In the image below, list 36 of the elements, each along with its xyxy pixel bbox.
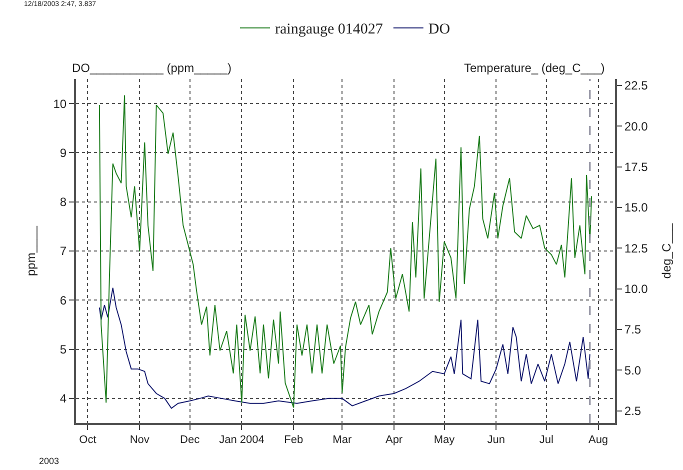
x-tick-label: Mar [332,434,352,446]
y2-tick-label: 10.0 [624,282,648,296]
y2-tick-label: 22.5 [624,78,648,93]
y2-tick-label: 7.5 [624,322,642,337]
legend-label: DO [428,22,450,38]
x-tick-label: Jun [487,434,506,446]
y-tick-label: 9 [60,146,67,160]
x-tick-label: Aug [588,434,608,446]
y-tick-label: 5 [60,342,67,356]
x-tick-label: May [434,434,456,446]
x-tick-label: Oct [79,434,96,446]
y-tick-label: 8 [60,195,67,210]
text: Temperature_ (deg_C___) [464,61,605,75]
legend-label: raingauge 014027 [275,22,384,38]
y-tick-label: 4 [60,392,67,406]
y2-tick-label: 20.0 [624,119,648,134]
y2-tick-label: 17.5 [624,160,648,174]
y-tick-label: 6 [60,293,67,308]
y-tick-label: 7 [60,244,67,258]
y-tick-label: 10 [53,96,67,111]
x-tick-label: Dec [180,434,200,446]
y2-tick-label: 12.5 [624,241,648,256]
text: DO___________ (ppm_____) [72,61,232,75]
x-tick-label: Jul [539,434,554,446]
y-axis-title: ppm____ [24,226,38,276]
x-tick-label: Nov [130,434,150,446]
x-tick-label: Feb [284,434,304,446]
y2-axis-title: deg_C___ [659,222,674,279]
y2-tick-label: 15.0 [624,200,648,215]
line-series [98,94,592,408]
y2-tick-label: 5.0 [624,363,642,378]
y2-tick-label: 2.5 [624,404,642,418]
x-tick-label: Apr [385,434,403,446]
text: 2003 [39,456,60,466]
x-tick-label: Jan 2004 [219,434,264,446]
line-series [98,287,590,409]
